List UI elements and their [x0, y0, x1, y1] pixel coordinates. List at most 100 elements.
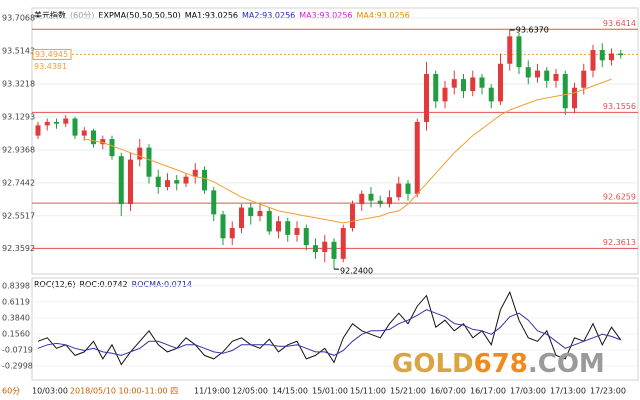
candle-body [368, 193, 374, 201]
header-item: (60分) [70, 11, 94, 20]
candle-body [137, 147, 143, 160]
candle-body [211, 190, 217, 215]
candle-body [174, 180, 180, 184]
candle-body [72, 118, 78, 136]
x-tick-label: 16/17:00 [470, 387, 506, 396]
period-label: 60分 [2, 387, 20, 396]
candle-body [109, 139, 115, 157]
candle-body [470, 77, 476, 92]
header-item: MA2:93.0256 [242, 11, 295, 20]
header-item: ROC:0.0742 [80, 280, 128, 289]
x-tick-label: 15/21:00 [390, 387, 426, 396]
candle-body [562, 74, 568, 109]
candle-body [257, 210, 263, 217]
candle-body [248, 207, 254, 217]
level-label: 92.6259 [603, 193, 636, 202]
candle-body [35, 125, 41, 136]
candle-body [266, 210, 272, 232]
current-label: 93.4945 [35, 50, 68, 59]
candle-body [433, 74, 439, 102]
header-item: EXPMA(50,50,50,50) [98, 11, 180, 20]
candle-body [220, 214, 226, 239]
candle-body [63, 118, 69, 124]
roc-line [37, 309, 621, 356]
candle-body [525, 67, 531, 78]
watermark-part: .COM [528, 349, 605, 379]
candle-body [572, 87, 577, 109]
candle-body [81, 130, 87, 136]
watermark-part: 678 [474, 349, 528, 379]
candle-body [599, 50, 605, 61]
header-item: MA3:93.0256 [299, 11, 352, 20]
header-item: 美元指数 [34, 10, 66, 20]
x-tick-label: 15/01:00 [312, 387, 348, 396]
header-item: MA4:93.0256 [357, 11, 410, 20]
candle-body [303, 228, 309, 246]
candle-body [479, 77, 485, 88]
y-tick-label: 92.9368 [2, 145, 35, 154]
candle-body [44, 121, 50, 126]
x-tick-label: 12/05:00 [232, 387, 268, 396]
x-tick-label: 17/23:00 [590, 387, 626, 396]
candle-body [202, 169, 207, 191]
candle-body [609, 53, 614, 61]
candle-body [322, 241, 328, 253]
candle-body [544, 70, 550, 81]
candle-body [128, 159, 133, 205]
candle-body [276, 221, 281, 232]
expma-line [84, 78, 612, 224]
candle-body [100, 139, 106, 145]
x-tick-label: 2018/05/10 10:00-11:00 四 [70, 387, 178, 396]
header-item: ROC(12,6) [34, 280, 76, 289]
candle-body [535, 70, 540, 78]
x-tick-label: 15/11:00 [350, 387, 386, 396]
candle-body [340, 228, 346, 259]
y-tick-label: 0.6119 [2, 297, 30, 306]
candle-body [155, 176, 161, 187]
x-tick-label: 10/03:00 [32, 387, 68, 396]
y-tick-label: 92.5517 [2, 211, 35, 220]
candle-body [350, 204, 355, 229]
candle-body [590, 50, 596, 71]
candle-body [165, 180, 170, 187]
y-tick-label: 0.8398 [2, 281, 30, 290]
candle-body [581, 70, 587, 88]
y-tick-label: 0.1560 [2, 329, 30, 338]
y-tick-label: -0.2998 [2, 361, 33, 370]
x-tick-label: 11/19:00 [194, 387, 230, 396]
candle-body [285, 221, 291, 235]
candle-body [451, 79, 457, 88]
candle-body [424, 74, 429, 122]
roc-line [37, 290, 622, 366]
candle-body [442, 87, 448, 102]
main-panel [31, 7, 639, 275]
high-label: 93.6370 [516, 26, 549, 35]
candle-body [516, 36, 522, 68]
y-tick-label: 93.1293 [2, 112, 35, 121]
candle-body [229, 228, 235, 239]
y-tick-label: 92.7442 [2, 178, 35, 187]
candle-body [498, 63, 503, 102]
level-label: 93.1556 [603, 102, 636, 111]
candle-body [488, 87, 494, 102]
candle-body [414, 121, 420, 194]
level-label: 93.6414 [603, 19, 636, 28]
y-tick-label: 0.3840 [2, 313, 30, 322]
x-tick-label: 17/13:00 [550, 387, 586, 396]
level-label: 92.3613 [603, 238, 636, 247]
candle-body [396, 183, 402, 198]
watermark-part: GOLD [392, 349, 474, 379]
expma-label: 93.4381 [34, 62, 67, 71]
x-tick-label: 17/03:00 [510, 387, 546, 396]
candle-body [461, 79, 466, 92]
low-label: 92.2400 [340, 267, 373, 276]
candle-body [239, 207, 244, 229]
current-box [32, 48, 72, 60]
y-tick-label: -0.0719 [2, 345, 33, 354]
candle-body [359, 193, 365, 205]
candle-body [146, 147, 152, 177]
y-tick-label: 92.3592 [2, 244, 35, 253]
header: ROC(12,6) ROC:0.0742 ROCMA:0.0714 [34, 280, 192, 289]
candle-body [618, 53, 624, 56]
